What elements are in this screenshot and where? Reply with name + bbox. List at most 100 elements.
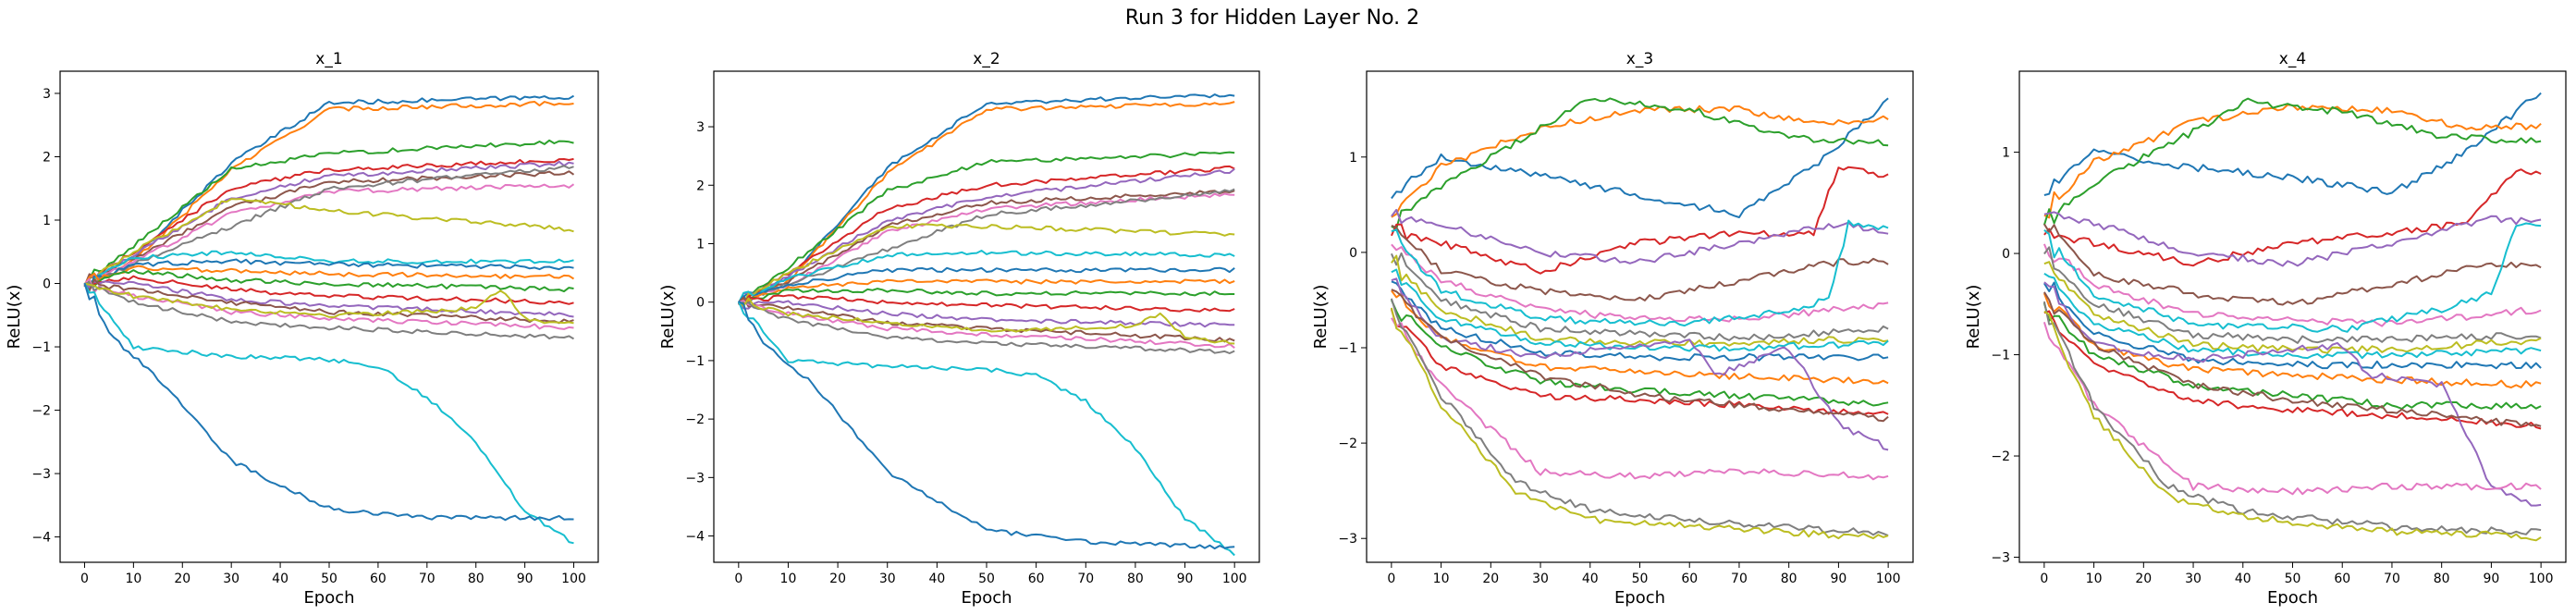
x-tick-label: 40 xyxy=(1582,572,1599,586)
series-line xyxy=(738,223,1235,305)
panel-1: 0 10 20 30 40 50 60 70 80 90 100 −4 −3 −2 −1 0 1 2 3 x_1 Epo… xyxy=(5,50,599,608)
series-line xyxy=(2043,92,2542,196)
x-tick-label: 100 xyxy=(2529,572,2554,586)
series-line xyxy=(1391,97,1889,230)
series-line xyxy=(83,198,574,287)
y-tick-label: −1 xyxy=(31,340,51,355)
series-line xyxy=(738,294,1235,313)
series-line xyxy=(738,101,1235,305)
series-line xyxy=(1391,208,1889,264)
series-group xyxy=(1390,97,1889,540)
series-line xyxy=(738,278,1235,304)
x-tick-label: 20 xyxy=(1482,572,1499,586)
y-tick-label: 0 xyxy=(696,296,705,311)
series-line xyxy=(738,301,1235,354)
series-line xyxy=(83,170,575,287)
x-tick-label: 10 xyxy=(2086,572,2103,586)
series-line xyxy=(738,288,1235,304)
series-line xyxy=(84,250,574,287)
x-tick-label: 90 xyxy=(517,572,534,586)
x-tick-label: 30 xyxy=(2185,572,2202,586)
series-line xyxy=(1391,289,1889,423)
series-line xyxy=(738,192,1235,305)
series-line xyxy=(2042,302,2542,411)
x-tick-label: 80 xyxy=(1127,572,1144,586)
series-line xyxy=(738,296,1235,343)
series-line xyxy=(84,275,574,305)
x-tick-label: 40 xyxy=(928,572,945,586)
series-line xyxy=(1390,307,1889,540)
x-tick-label: 100 xyxy=(1876,572,1901,586)
series-line xyxy=(83,282,574,522)
y-tick-label: 2 xyxy=(696,178,705,193)
series-line xyxy=(737,266,1235,305)
panels: 0 10 20 30 40 50 60 70 80 90 100−4−3−2−10123x_1Epo… xyxy=(5,50,2567,608)
series-group xyxy=(83,94,575,545)
series-line xyxy=(1390,298,1889,536)
series-line xyxy=(83,280,574,318)
y-tick-label: −2 xyxy=(1991,449,2010,464)
series-line xyxy=(1391,268,1889,352)
y-axis-label: ReLU(x) xyxy=(5,285,24,350)
panel-2: 0 10 20 30 40 50 60 70 80 90 100 −4 −3 −2 −1 0 1 2 3 x_2 Epo… xyxy=(658,50,1260,608)
series-line xyxy=(1391,254,1889,348)
series-line xyxy=(83,165,574,288)
x-tick-label: 20 xyxy=(829,572,846,586)
series-line xyxy=(2043,222,2542,333)
series-line xyxy=(737,301,1235,557)
y-tick-label: −3 xyxy=(1338,532,1357,547)
series-line xyxy=(2043,281,2542,370)
x-tick-label: 60 xyxy=(1681,572,1698,586)
series-line xyxy=(737,190,1235,306)
series-line xyxy=(83,139,574,288)
series-line xyxy=(738,188,1235,305)
x-tick-label: 50 xyxy=(1632,572,1649,586)
x-axis-label: Epoch xyxy=(2267,588,2318,608)
y-tick-label: −2 xyxy=(1338,437,1357,451)
x-tick-label: 20 xyxy=(174,572,190,586)
series-line xyxy=(738,297,1235,345)
x-tick-label: 10 xyxy=(1433,572,1450,586)
series-line xyxy=(83,258,574,290)
x-tick-label: 0 xyxy=(80,572,89,586)
series-line xyxy=(737,250,1235,304)
series-line xyxy=(83,183,575,287)
series-line xyxy=(2043,223,2542,306)
series-line xyxy=(2043,291,2542,427)
series-line xyxy=(738,165,1235,306)
x-tick-label: 30 xyxy=(1532,572,1549,586)
series-line xyxy=(738,151,1235,305)
y-tick-label: −2 xyxy=(685,412,705,427)
y-tick-label: 2 xyxy=(43,150,51,165)
series-line xyxy=(1390,166,1889,275)
x-tick-label: 30 xyxy=(879,572,896,586)
x-tick-label: 70 xyxy=(1731,572,1748,586)
figure-title: Run 3 for Hidden Layer No. 2 xyxy=(1125,6,1419,30)
series-line xyxy=(2043,310,2542,542)
series-line xyxy=(83,94,575,288)
x-tick-label: 40 xyxy=(2235,572,2251,586)
x-tick-label: 60 xyxy=(370,572,386,586)
series-line xyxy=(1390,252,1889,341)
series-line xyxy=(84,160,574,288)
panel-4: 0 10 20 30 40 50 60 70 80 90 100 −3 −2 −1 0 1 x_4 Epoch Re… xyxy=(1964,50,2567,608)
y-tick-label: 0 xyxy=(43,277,51,292)
series-line xyxy=(2043,272,2542,360)
series-line xyxy=(83,277,574,330)
x-axis-label: Epoch xyxy=(1614,588,1665,608)
x-tick-label: 90 xyxy=(1830,572,1846,586)
x-tick-label: 100 xyxy=(1222,572,1247,586)
y-tick-label: 3 xyxy=(696,120,705,135)
x-tick-label: 80 xyxy=(1781,572,1797,586)
y-tick-label: 1 xyxy=(1349,151,1357,166)
panel-title: x_3 xyxy=(1626,50,1653,68)
x-tick-label: 80 xyxy=(468,572,485,586)
x-tick-label: 70 xyxy=(419,572,435,586)
x-tick-label: 0 xyxy=(734,572,742,586)
series-line xyxy=(738,300,1235,328)
x-tick-label: 30 xyxy=(223,572,239,586)
y-tick-label: −4 xyxy=(685,530,705,545)
series-line xyxy=(2042,292,2542,388)
series-line xyxy=(1391,317,1889,481)
